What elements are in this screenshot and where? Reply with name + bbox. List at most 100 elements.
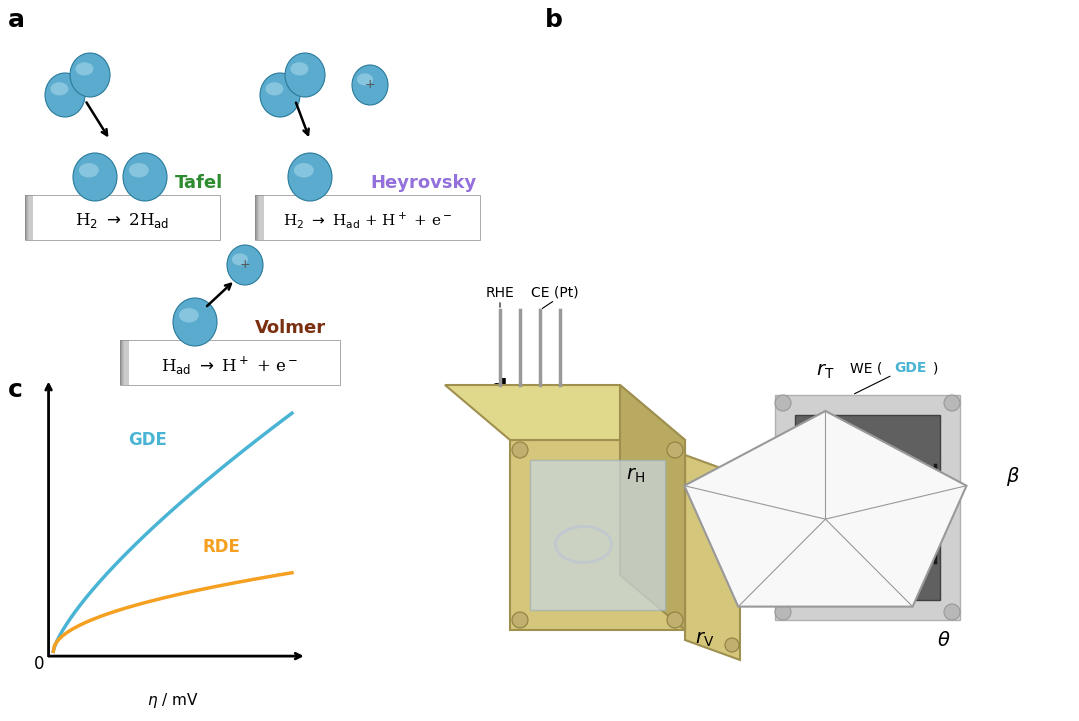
Bar [256, 195, 260, 240]
Bar [27, 195, 31, 240]
Polygon shape [620, 385, 685, 630]
Bar [26, 195, 30, 240]
Bar [258, 195, 263, 240]
Bar [122, 340, 126, 385]
Bar [258, 195, 263, 240]
Bar [258, 195, 262, 240]
Text: a: a [8, 8, 25, 32]
Bar [28, 195, 32, 240]
Bar [121, 340, 125, 385]
Bar [256, 195, 260, 240]
Bar [122, 340, 126, 385]
Bar [259, 195, 264, 240]
Bar [26, 195, 30, 240]
Bar [259, 195, 263, 240]
Text: +: + [240, 259, 250, 272]
Bar [28, 195, 31, 240]
Bar [124, 340, 128, 385]
Circle shape [667, 442, 683, 458]
Bar [26, 195, 29, 240]
Bar [28, 195, 31, 240]
Bar [121, 340, 125, 385]
Polygon shape [684, 411, 967, 606]
Bar [120, 340, 124, 385]
Bar [259, 195, 263, 240]
Bar [123, 340, 127, 385]
Bar [123, 340, 127, 385]
Bar [124, 340, 128, 385]
Bar [121, 340, 125, 385]
Bar [27, 195, 31, 240]
Bar [27, 195, 30, 240]
Bar [256, 195, 260, 240]
Bar [257, 195, 261, 240]
Text: GDE: GDE [894, 361, 927, 375]
Circle shape [775, 395, 791, 411]
Bar [124, 340, 128, 385]
Bar [27, 195, 31, 240]
Text: $\eta$ / mV: $\eta$ / mV [147, 691, 199, 709]
Bar [121, 340, 125, 385]
Bar [123, 340, 127, 385]
Ellipse shape [357, 74, 373, 85]
Text: Volmer: Volmer [255, 319, 326, 337]
Bar [124, 340, 128, 385]
Text: $r_{\rm V}$: $r_{\rm V}$ [695, 631, 714, 650]
Ellipse shape [173, 298, 217, 346]
Bar [28, 195, 32, 240]
Circle shape [725, 638, 739, 652]
Ellipse shape [352, 65, 388, 105]
Bar [257, 195, 261, 240]
Bar [26, 195, 30, 240]
Bar [121, 340, 125, 385]
Bar [123, 340, 127, 385]
Bar [258, 195, 263, 240]
Text: CE (Pt): CE (Pt) [531, 286, 578, 300]
Text: H$_2$ $\rightarrow$ 2H$_{\rm ad}$: H$_2$ $\rightarrow$ 2H$_{\rm ad}$ [76, 211, 169, 230]
Bar [121, 340, 125, 385]
Text: $\beta$: $\beta$ [1006, 465, 1020, 488]
Bar [255, 195, 260, 240]
Polygon shape [795, 415, 940, 600]
Bar [123, 340, 127, 385]
Text: RDE: RDE [203, 538, 241, 556]
Bar [27, 195, 31, 240]
Bar [120, 340, 340, 385]
Bar [26, 195, 29, 240]
Text: H$_2$ $\rightarrow$ H$_{\rm ad}$ + H$^+$ + e$^-$: H$_2$ $\rightarrow$ H$_{\rm ad}$ + H$^+$… [283, 211, 452, 231]
Bar [257, 195, 261, 240]
Text: RHE: RHE [486, 286, 515, 300]
Bar [26, 195, 29, 240]
Bar [29, 195, 32, 240]
Ellipse shape [128, 163, 149, 177]
Bar [122, 340, 126, 385]
Bar [256, 195, 260, 240]
Bar [28, 195, 31, 240]
Ellipse shape [123, 153, 167, 201]
Text: $r_{\rm T}$: $r_{\rm T}$ [816, 363, 835, 381]
Ellipse shape [73, 153, 117, 201]
Polygon shape [510, 440, 685, 630]
Circle shape [725, 473, 739, 487]
Bar [122, 340, 126, 385]
Bar [26, 195, 30, 240]
Ellipse shape [290, 62, 309, 76]
Bar [26, 195, 29, 240]
Bar [123, 340, 127, 385]
Text: ): ) [932, 361, 938, 375]
Bar [28, 195, 32, 240]
Ellipse shape [227, 245, 263, 285]
Bar [27, 195, 30, 240]
Bar [122, 340, 126, 385]
Bar [26, 195, 30, 240]
Ellipse shape [260, 73, 300, 117]
Polygon shape [530, 460, 665, 610]
Ellipse shape [265, 82, 284, 95]
Bar [29, 195, 32, 240]
Bar [124, 340, 128, 385]
Text: WE (: WE ( [850, 361, 883, 375]
Bar [26, 195, 30, 240]
Bar [123, 340, 127, 385]
Ellipse shape [51, 82, 68, 95]
Bar [122, 340, 126, 385]
